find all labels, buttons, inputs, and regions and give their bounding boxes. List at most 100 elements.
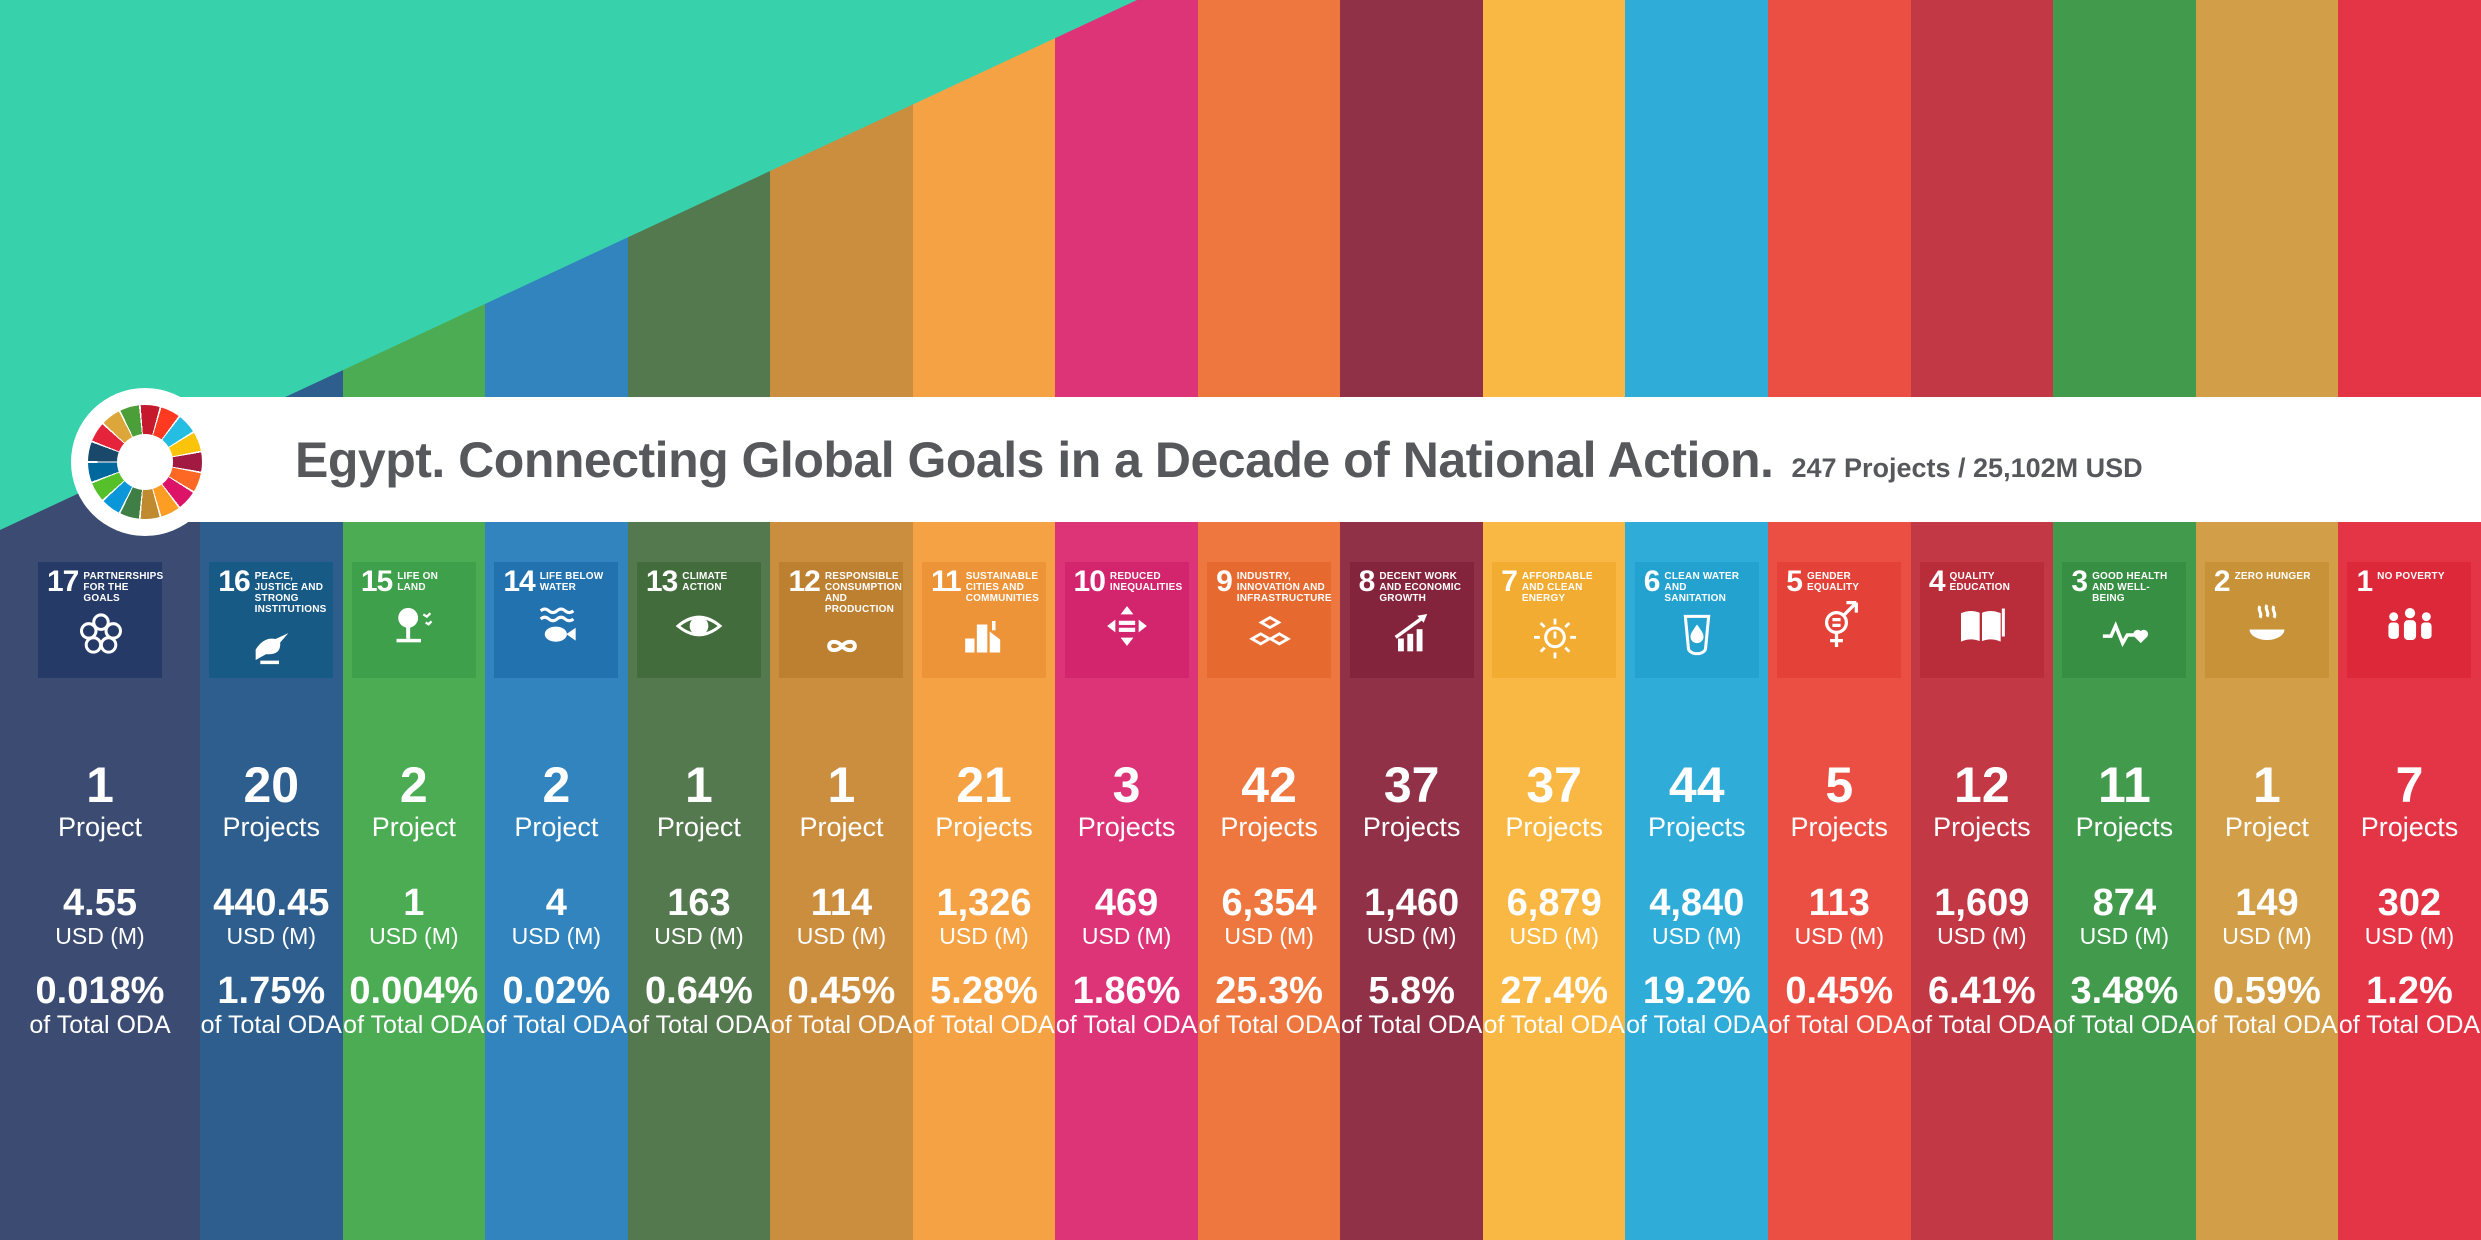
usd-unit-label: USD (M) bbox=[2079, 923, 2170, 949]
goal-number: 15 bbox=[360, 565, 393, 598]
goal-title: Industry, Innovation and Infrastructure bbox=[1236, 571, 1332, 604]
oda-percent-label: of Total ODA bbox=[1768, 1011, 1910, 1039]
project-count: 44 bbox=[1668, 757, 1725, 813]
sdg-tile-1: 1 No Poverty bbox=[2347, 562, 2472, 678]
responsible-consumption-icon bbox=[813, 618, 871, 674]
oda-percent: 0.004% bbox=[349, 970, 479, 1012]
industry-innovation-icon bbox=[1241, 607, 1299, 663]
gender-equality-icon bbox=[1811, 598, 1869, 654]
usd-value: 1,460 bbox=[1364, 882, 1460, 924]
oda-percent: 0.018% bbox=[35, 970, 165, 1012]
goal-title: Sustainable Cities and Communities bbox=[965, 571, 1040, 604]
sustainable-cities-icon bbox=[956, 607, 1014, 663]
good-health-icon bbox=[2096, 607, 2154, 663]
goal-title: Partnerships for the Goals bbox=[83, 571, 164, 604]
project-count-label: Projects bbox=[1220, 812, 1318, 842]
sdg-column-1: 1 No Poverty 7 Projects 302 USD (M) 1.2% … bbox=[2338, 0, 2481, 1240]
oda-percent-label: of Total ODA bbox=[770, 1011, 913, 1039]
sdg-color-wheel-icon bbox=[88, 405, 202, 519]
oda-percent: 1.75% bbox=[217, 970, 326, 1012]
usd-value: 4.55 bbox=[63, 882, 137, 924]
oda-percent: 3.48% bbox=[2070, 970, 2179, 1012]
oda-percent-label: of Total ODA bbox=[485, 1011, 627, 1039]
usd-value: 1,326 bbox=[936, 882, 1032, 924]
sdg-tile-14: 14 Life Below Water bbox=[494, 562, 619, 678]
project-count: 12 bbox=[1954, 757, 2010, 813]
project-count: 5 bbox=[1825, 757, 1854, 813]
sdg-column-8: 8 Decent Work and Economic Growth 37 Proj… bbox=[1340, 0, 1483, 1240]
usd-unit-label: USD (M) bbox=[1081, 923, 1172, 949]
oda-percent-label: of Total ODA bbox=[1055, 1011, 1198, 1039]
sdg-tile-13: 13 Climate Action bbox=[636, 562, 761, 678]
goal-title: Affordable and Clean Energy bbox=[1521, 571, 1593, 604]
usd-unit-label: USD (M) bbox=[55, 923, 145, 949]
oda-percent: 6.41% bbox=[1927, 970, 2036, 1012]
goal-number: 11 bbox=[931, 565, 962, 598]
project-count: 2 bbox=[542, 757, 571, 813]
usd-value: 440.45 bbox=[213, 882, 330, 924]
goal-title: Zero Hunger bbox=[2234, 571, 2311, 582]
oda-percent-label: of Total ODA bbox=[343, 1011, 485, 1039]
usd-unit-label: USD (M) bbox=[1937, 923, 2027, 949]
project-count-label: Project bbox=[371, 812, 456, 842]
project-count-label: Project bbox=[2224, 812, 2309, 842]
oda-percent: 25.3% bbox=[1215, 970, 1323, 1012]
usd-value: 6,879 bbox=[1506, 882, 1602, 924]
goal-number: 16 bbox=[218, 565, 250, 598]
usd-value: 149 bbox=[2235, 882, 2299, 924]
oda-percent-label: of Total ODA bbox=[1341, 1011, 1483, 1039]
oda-percent: 1.86% bbox=[1072, 970, 1181, 1012]
project-count: 11 bbox=[2097, 757, 2151, 813]
usd-value: 1 bbox=[403, 882, 425, 924]
sdg-column-9: 9 Industry, Innovation and Infrastructure… bbox=[1197, 0, 1341, 1240]
title-banner: Egypt. Connecting Global Goals in a Deca… bbox=[150, 397, 2481, 522]
climate-action-icon bbox=[670, 598, 728, 654]
project-count: 1 bbox=[827, 757, 856, 813]
sdg-column-7: 7 Affordable and Clean Energy 37 Projects… bbox=[1482, 0, 1626, 1240]
goal-number: 4 bbox=[1928, 565, 1946, 598]
usd-unit-label: USD (M) bbox=[1224, 923, 1314, 949]
life-below-water-icon bbox=[528, 598, 586, 654]
goal-number: 17 bbox=[47, 565, 79, 598]
goal-number: 2 bbox=[2213, 565, 2231, 598]
project-count: 42 bbox=[1241, 757, 1297, 813]
oda-percent: 0.45% bbox=[1785, 970, 1894, 1012]
usd-unit-label: USD (M) bbox=[939, 923, 1029, 949]
project-count: 21 bbox=[956, 757, 1012, 813]
project-count: 20 bbox=[243, 757, 300, 813]
sdg-tile-17: 17 Partnerships for the Goals bbox=[38, 562, 164, 678]
oda-percent: 5.8% bbox=[1368, 970, 1455, 1012]
oda-percent-label: of Total ODA bbox=[628, 1011, 770, 1039]
no-poverty-icon bbox=[2381, 598, 2439, 654]
usd-value: 6,354 bbox=[1221, 882, 1317, 924]
goal-number: 3 bbox=[2071, 565, 2088, 598]
usd-value: 302 bbox=[2377, 882, 2442, 924]
sdg-tile-12: 12 Responsible Consumption and Production bbox=[779, 562, 904, 678]
sdg-tile-4: 4 Quality Education bbox=[1919, 562, 2044, 678]
oda-percent-label: of Total ODA bbox=[200, 1011, 342, 1039]
usd-value: 113 bbox=[1808, 882, 1870, 924]
goal-number: 6 bbox=[1643, 565, 1661, 598]
usd-unit-label: USD (M) bbox=[511, 923, 602, 949]
usd-value: 4 bbox=[545, 882, 567, 924]
page-title: Egypt. Connecting Global Goals in a Deca… bbox=[295, 431, 1774, 488]
oda-percent-label: of Total ODA bbox=[1483, 1011, 1625, 1039]
usd-unit-label: USD (M) bbox=[226, 923, 316, 949]
goal-number: 5 bbox=[1786, 565, 1803, 598]
usd-unit-label: USD (M) bbox=[1366, 923, 1457, 949]
project-count: 3 bbox=[1112, 757, 1141, 813]
clean-water-icon bbox=[1668, 607, 1726, 663]
page-subtitle: 247 Projects / 25,102M USD bbox=[1791, 452, 2143, 483]
usd-unit-label: USD (M) bbox=[796, 923, 887, 949]
sdg-column-4: 4 Quality Education 12 Projects 1,609 USD… bbox=[1910, 0, 2054, 1240]
oda-percent: 0.59% bbox=[2213, 970, 2321, 1012]
sdg-tile-15: 15 Life on Land bbox=[351, 562, 476, 678]
goal-number: 14 bbox=[503, 565, 535, 598]
usd-unit-label: USD (M) bbox=[654, 923, 744, 949]
usd-value: 4,840 bbox=[1649, 882, 1745, 924]
project-count-label: Project bbox=[57, 812, 143, 842]
goal-title: No Poverty bbox=[2377, 571, 2445, 582]
decent-work-icon bbox=[1383, 607, 1441, 663]
goal-number: 10 bbox=[1073, 565, 1106, 598]
